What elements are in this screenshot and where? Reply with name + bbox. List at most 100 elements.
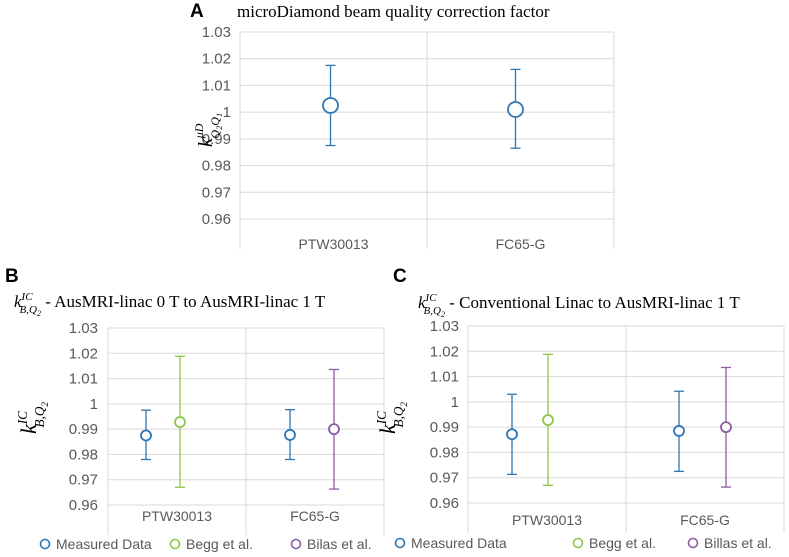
x-category-label: PTW30013 [298,236,368,252]
legend-item: Begg et al. [169,536,253,552]
y-axis-label: kμD Q2Q1 [192,113,224,147]
title-k: k [14,292,22,311]
y-tick-label: 0.99 [202,131,231,148]
ylabel-sup: IC [15,411,30,425]
y-axis-label: kIC B,Q2 [15,402,50,434]
legend-item: Measured Data [394,535,507,551]
ylabel-k: k [195,137,217,147]
title-k-sup: IC [21,291,34,303]
title-k-sub: B,Q [20,304,37,316]
ylabel-k: k [16,423,41,434]
y-tick-label: 1.03 [202,24,231,41]
y-tick-label: 1.01 [430,369,459,386]
title-k-sub2: 2 [441,310,445,319]
ylabel-sub-q: Q [208,117,222,126]
y-tick-label: 0.98 [202,158,231,175]
y-tick-label: 0.99 [430,419,459,436]
ylabel-sup: μD [192,123,206,139]
chart-panel-a: 1.03 1.02 1.01 1 0.99 0.98 0.97 0.96 PTW30013 FC6… [190,1,615,252]
x-category-label: FC65-G [290,508,340,524]
y-tick-label: 0.97 [430,470,459,487]
chart-title: microDiamond beam quality correction fac… [237,2,550,21]
y-axis-label: kIC B,Q2 [374,402,409,434]
title-k: k [418,293,426,312]
legend-item: Billas et al. [687,535,772,551]
title-k-sup: IC [425,292,438,304]
y-tick-label: 1 [223,104,231,121]
title-text: - AusMRI-linac 0 T to AusMRI-linac 1 T [41,292,326,311]
legend-marker [290,538,302,550]
legend-label: Billas et al. [704,535,772,551]
panel-label: B [5,266,19,287]
y-tick-label: 1.03 [69,320,98,337]
legend-marker [169,538,181,550]
data-point [542,414,554,426]
legend-marker [394,537,406,549]
data-point [322,97,339,114]
ylabel-sub2: 2 [40,402,50,407]
legend-label: Begg et al. [186,536,253,552]
y-tick-label: 1 [90,396,98,413]
chart-title: kIC B,Q2 - AusMRI-linac 0 T to AusMRI-lin… [14,291,326,318]
y-tick-label: 0.98 [69,446,98,463]
x-category-label: FC65-G [496,236,546,252]
x-category-label: PTW30013 [512,512,582,528]
y-tick-label: 1.01 [202,77,231,94]
ylabel-sub2: 2 [399,402,409,407]
legend-item: Bilas et al. [290,536,372,552]
legend-label: Measured Data [411,535,507,551]
y-tick-label: 0.96 [202,211,231,228]
chart-title: kIC B,Q2 - Conventional Linac to AusMRI-l… [418,292,740,319]
ylabel-sup: IC [374,411,389,425]
legend-label: Begg et al. [589,535,656,551]
ylabel-k: k [375,423,400,434]
chart-panel-b: 1.03 1.02 1.01 1 0.99 0.98 0.97 0.96 PTW30013 FC6… [5,266,385,552]
data-point [174,416,186,428]
data-point [284,429,296,441]
y-tick-label: 1.02 [69,345,98,362]
y-tick-label: 0.98 [430,444,459,461]
x-category-label: FC65-G [680,512,730,528]
legend-marker [687,537,699,549]
y-tick-label: 1.01 [69,371,98,388]
y-axis-label-text: kμD Q2Q1 [192,113,224,147]
legend-label: Measured Data [56,536,152,552]
legend-label: Bilas et al. [307,536,372,552]
legend: Measured Data Begg et al. Billas et al. [394,535,772,551]
legend-item: Begg et al. [572,535,656,551]
y-tick-label: 1 [451,394,459,411]
ylabel-sub-part: 2 [215,126,224,130]
y-axis-label-text: kIC B,Q2 [374,402,409,434]
y-tick-label: 0.96 [430,495,459,512]
y-tick-label: 0.97 [69,472,98,489]
panel-label: A [190,1,204,22]
title-k-sub2: 2 [37,309,41,318]
data-point [673,425,685,437]
legend: Measured Data Begg et al. Bilas et al. [39,536,372,552]
y-tick-label: 0.97 [202,184,231,201]
y-tick-label: 1.02 [430,343,459,360]
ylabel-sub: B,Q [32,406,47,427]
title-text: - Conventional Linac to AusMRI-linac 1 T [445,293,740,312]
data-point [140,429,152,442]
chart-panel-c: 1.03 1.02 1.01 1 0.99 0.98 0.97 0.96 PTW30013 FC6… [374,266,785,551]
y-tick-label: 0.96 [69,497,98,514]
x-category-label: PTW30013 [142,508,212,524]
legend-item: Measured Data [39,536,152,552]
title-k-sub: B,Q [424,305,441,317]
ylabel-sub-q: Q [208,130,222,139]
data-point [506,428,518,441]
ylabel-sub: B,Q [391,406,406,427]
y-tick-label: 1.03 [430,318,459,335]
ylabel-sub-part: 1 [215,113,224,117]
legend-marker [39,538,51,550]
data-point [507,101,524,118]
y-tick-label: 0.99 [69,421,98,438]
y-tick-label: 1.02 [202,51,231,68]
y-axis-label-text: kIC B,Q2 [15,402,50,434]
legend-marker [572,537,584,549]
data-point [328,423,340,436]
data-point [720,421,732,434]
panel-label: C [393,266,407,287]
